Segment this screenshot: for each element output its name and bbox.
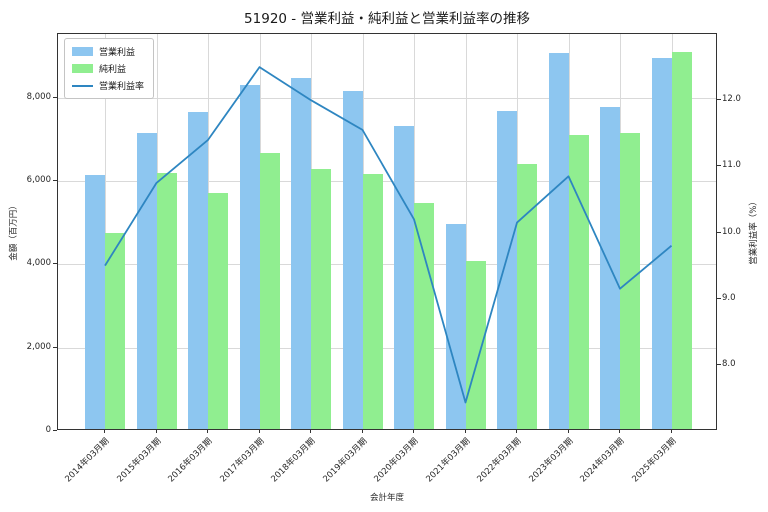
net-profit-bar [259,152,280,429]
x-axis-label: 会計年度 [369,493,404,503]
net-profit-bar [105,232,125,429]
x-tick-mark [413,429,414,433]
y-tick-mark-left [53,96,57,98]
net-profit-bar [208,193,228,429]
x-tick-mark [516,429,517,433]
x-tick-mark [619,429,620,433]
net-profit-bar [156,173,177,429]
operating-profit-bar [239,84,260,429]
y-tick-label-left: 2,000 [26,341,51,352]
y-tick-mark-right [717,99,721,101]
x-tick-mark [670,429,672,433]
operating-profit-bar [188,111,208,429]
y-tick-mark-right [717,165,721,167]
legend-label: 営業利益率 [99,82,145,92]
horizontal-gridline [58,347,716,349]
operating-profit-bar [651,57,672,429]
y-tick-label-left: 8,000 [26,91,51,102]
x-tick-label: 2021年03月期 [423,436,472,485]
y-tick-mark-right [717,363,721,365]
y-tick-mark-right [717,231,721,233]
operating-profit-bar [394,125,414,429]
x-tick-label: 2018年03月期 [269,436,318,485]
x-tick-label: 2016年03月期 [166,436,215,485]
y-tick-mark-left [53,263,57,265]
net-profit-bar [414,202,434,429]
y-tick-label-left: 6,000 [26,175,51,186]
horizontal-gridline [58,181,716,183]
net-profit-swatch-icon [72,64,93,73]
x-tick-mark [155,429,157,433]
y-tick-label-left: 4,000 [26,258,51,269]
x-tick-label: 2023年03月期 [526,436,575,485]
y-tick-mark-right [717,297,721,299]
operating-profit-bar [342,90,363,429]
legend: 営業利益 純利益 営業利益率 [64,38,155,99]
operating-profit-swatch-icon [72,47,93,56]
x-tick-mark [361,429,363,433]
x-tick-label: 2019年03月期 [320,436,369,485]
x-tick-label: 2015年03月期 [114,436,163,485]
x-tick-label: 2024年03月期 [578,436,627,485]
net-profit-bar [362,173,383,429]
legend-item-profit-rate: 営業利益率 [72,79,144,92]
x-tick-mark [104,429,105,433]
y-tick-mark-left [53,346,57,348]
operating-profit-bar [291,78,311,429]
legend-item-operating-profit: 営業利益 [72,45,144,58]
horizontal-gridline [58,264,716,266]
x-tick-mark [207,429,208,433]
x-tick-label: 2020年03月期 [372,436,421,485]
y-axis-label-left: 金額（百万円） [9,201,19,261]
profit-rate-line [104,66,673,404]
legend-label: 純利益 [99,65,127,75]
x-tick-mark [567,429,569,433]
operating-profit-bar [497,111,517,429]
legend-label: 営業利益 [99,48,136,58]
x-tick-label: 2017年03月期 [217,436,266,485]
x-tick-label: 2014年03月期 [63,436,112,485]
net-profit-bar [671,52,692,429]
net-profit-bar [311,169,331,429]
profit-rate-line-swatch-icon [72,84,93,87]
x-tick-label: 2025年03月期 [629,436,678,485]
y-tick-label-right: 10.0 [722,226,741,237]
x-tick-mark [258,429,260,433]
y-tick-label-right: 12.0 [722,94,741,105]
horizontal-gridline [58,97,716,99]
vertical-gridline [105,34,106,429]
y-tick-label-left: 0 [45,425,51,435]
operating-profit-bar [85,174,105,429]
legend-item-net-profit: 純利益 [72,62,144,75]
plot-area: 営業利益 純利益 営業利益率 [57,33,717,430]
y-tick-label-right: 9.0 [722,292,736,303]
x-tick-mark [464,429,466,433]
chart-title: 51920 - 営業利益・純利益と営業利益率の推移 [244,11,530,27]
operating-profit-bar [445,223,466,429]
y-tick-mark-left [53,430,57,431]
operating-profit-bar [548,52,569,429]
y-tick-label-right: 8.0 [722,358,736,369]
net-profit-bar [517,164,537,429]
vertical-gridline [465,34,467,429]
x-tick-label: 2022年03月期 [475,436,524,485]
y-tick-label-right: 11.0 [722,160,741,171]
y-tick-mark-left [53,180,57,182]
x-tick-mark [310,429,311,433]
